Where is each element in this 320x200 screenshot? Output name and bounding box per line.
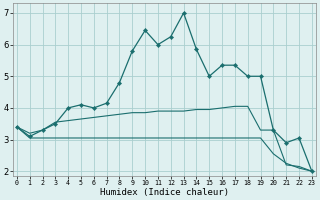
X-axis label: Humidex (Indice chaleur): Humidex (Indice chaleur) [100,188,229,197]
